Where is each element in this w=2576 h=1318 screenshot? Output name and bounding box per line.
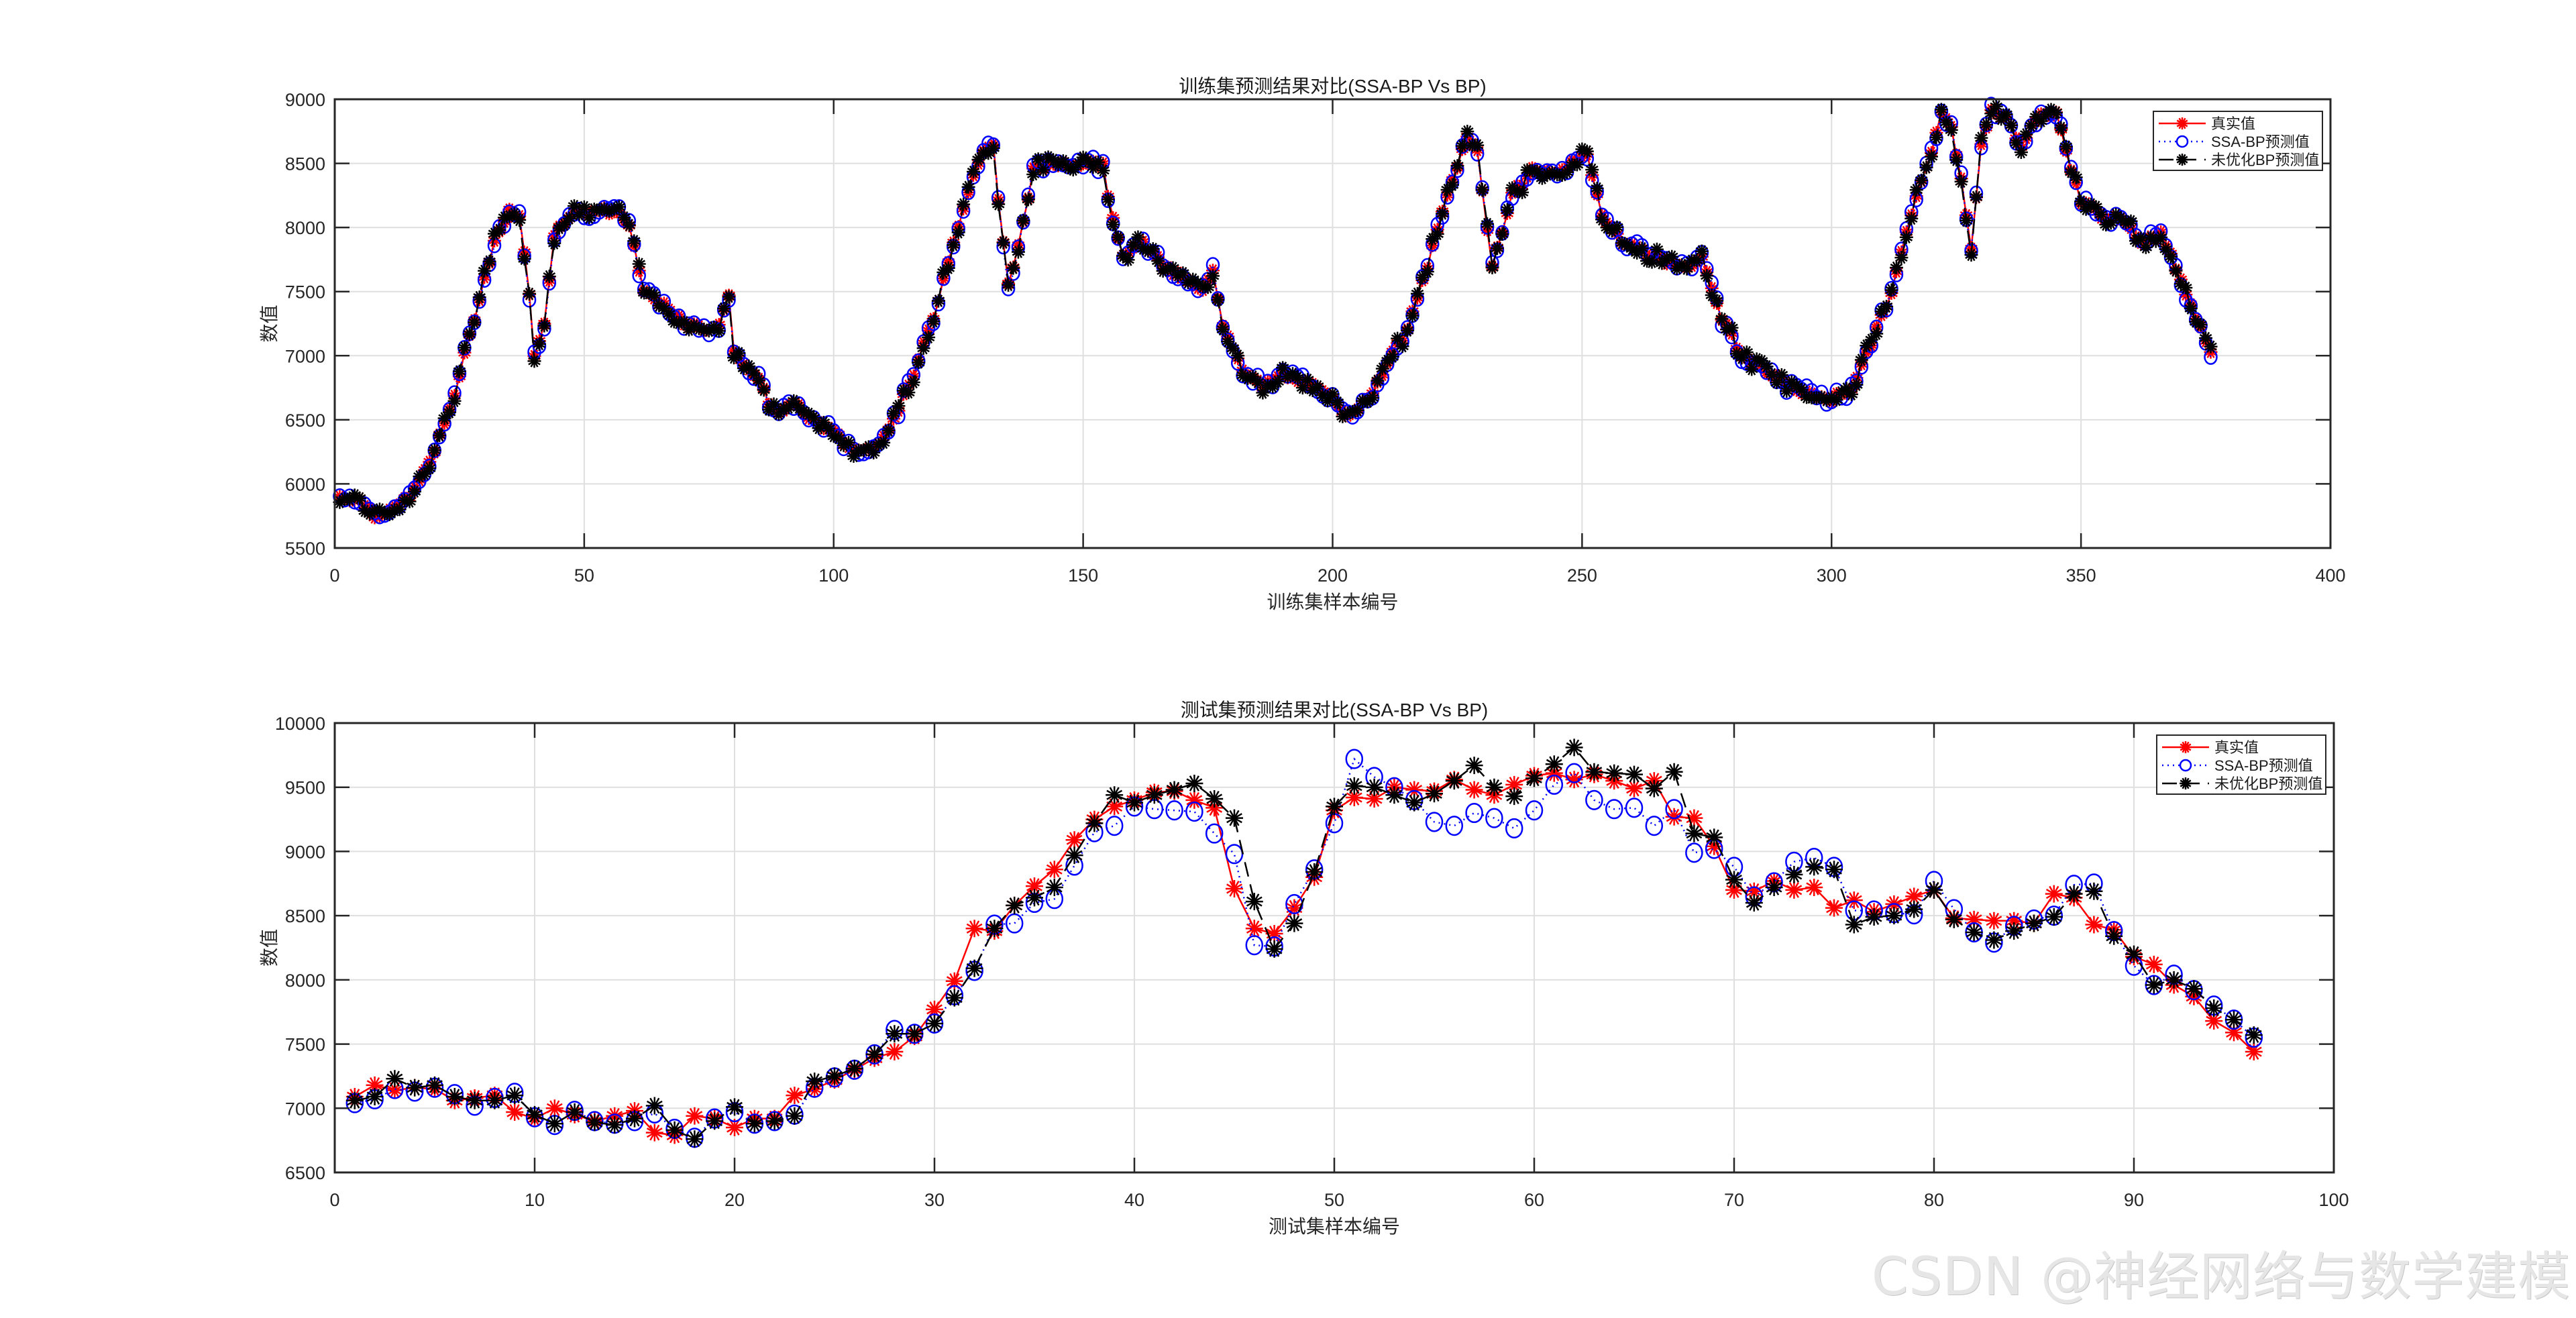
chart-title: 训练集预测结果对比(SSA-BP Vs BP): [1179, 76, 1486, 97]
x-tick-label: 0: [329, 565, 339, 586]
x-tick-label: 30: [924, 1190, 945, 1210]
x-tick-label: 0: [329, 1190, 339, 1210]
x-tick-label: 80: [1924, 1190, 1944, 1210]
legend-entry: 真实值: [2211, 115, 2255, 132]
x-axis-label: 测试集样本编号: [1269, 1216, 1400, 1237]
x-tick-label: 50: [574, 565, 594, 586]
legend-entry: SSA-BP预测值: [2214, 757, 2313, 774]
y-tick-label: 9000: [285, 90, 325, 110]
x-axis-label: 训练集样本编号: [1267, 592, 1398, 612]
y-tick-label: 9500: [285, 778, 325, 798]
x-tick-label: 40: [1124, 1190, 1144, 1210]
x-tick-label: 100: [818, 565, 849, 586]
watermark: CSDN @神经网络与数学建模: [1871, 1247, 2571, 1307]
legend-entry: SSA-BP预测值: [2211, 133, 2310, 150]
x-tick-label: 20: [724, 1190, 745, 1210]
x-tick-label: 100: [2318, 1190, 2349, 1210]
x-tick-label: 350: [2066, 565, 2096, 586]
x-tick-label: 50: [1324, 1190, 1344, 1210]
y-tick-label: 8000: [285, 218, 325, 238]
y-axis-label: 数值: [259, 305, 280, 342]
y-tick-label: 7000: [285, 346, 325, 366]
legend-entry: 未优化BP预测值: [2211, 152, 2319, 168]
y-tick-label: 5500: [285, 539, 325, 559]
series-2: [345, 738, 2263, 1148]
x-tick-label: 90: [2124, 1190, 2144, 1210]
y-tick-label: 6500: [285, 1163, 325, 1183]
x-tick-label: 250: [1567, 565, 1597, 586]
x-tick-label: 400: [2315, 565, 2345, 586]
y-tick-label: 9000: [285, 842, 325, 862]
y-axis-label: 数值: [259, 929, 280, 967]
chart-test: 0 10 20 30 40 50 60 70 80 90 100 6500 7000 7500 8000 85…: [259, 700, 2349, 1237]
y-tick-label: 8000: [285, 971, 325, 991]
y-tick-label: 8500: [285, 906, 325, 926]
y-tick-label: 7000: [285, 1099, 325, 1119]
x-tick-label: 10: [525, 1190, 545, 1210]
y-tick-label: 10000: [275, 714, 325, 734]
y-tick-label: 8500: [285, 154, 325, 174]
x-tick-label: 60: [1524, 1190, 1544, 1210]
y-tick-label: 6500: [285, 410, 325, 431]
chart-train: 0 50 100 150 200 250 300 350 400 5500 6000 6500 7000…: [259, 76, 2346, 612]
y-tick-label: 7500: [285, 282, 325, 303]
legend-entry: 真实值: [2214, 739, 2259, 756]
legend-entry: 未优化BP预测值: [2214, 775, 2322, 792]
x-tick-label: 70: [1724, 1190, 1744, 1210]
x-tick-label: 200: [1318, 565, 1348, 586]
y-tick-label: 7500: [285, 1035, 325, 1055]
y-tick-label: 6000: [285, 474, 325, 494]
x-tick-label: 150: [1068, 565, 1098, 586]
chart-title: 测试集预测结果对比(SSA-BP Vs BP): [1181, 700, 1488, 720]
x-tick-label: 300: [1817, 565, 1847, 586]
series-2: [333, 99, 2218, 521]
